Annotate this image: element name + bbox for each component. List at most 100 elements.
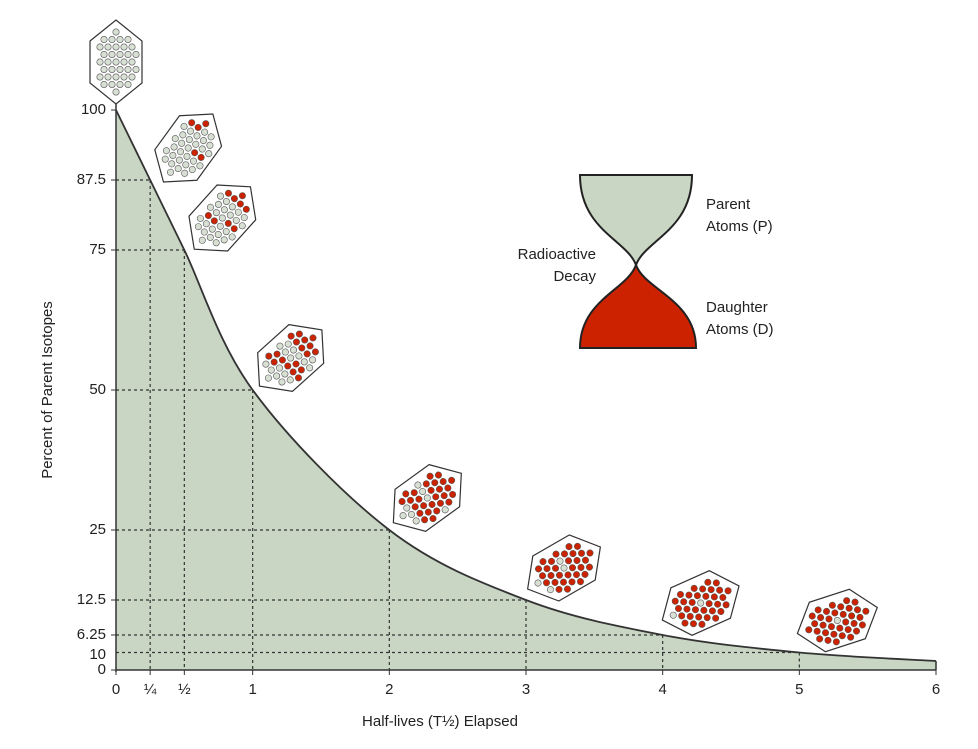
atom xyxy=(543,565,551,573)
atom xyxy=(178,139,186,147)
atom xyxy=(298,344,306,352)
atom xyxy=(216,222,224,230)
hourglass-label: Radioactive xyxy=(518,246,596,263)
atom xyxy=(168,160,176,168)
atom xyxy=(845,604,853,612)
atom xyxy=(848,612,856,620)
atom xyxy=(207,133,215,141)
atom xyxy=(683,605,691,613)
atom xyxy=(552,564,560,572)
atom xyxy=(188,119,196,127)
atom xyxy=(448,476,456,484)
atom xyxy=(262,360,270,368)
atom xyxy=(108,80,116,88)
atom xyxy=(242,205,250,213)
atom xyxy=(200,228,208,236)
hourglass-label: Daughter xyxy=(706,299,768,316)
atom xyxy=(712,579,720,587)
hourglass-top xyxy=(578,174,694,268)
atom xyxy=(410,489,418,497)
x-tick-label: ½ xyxy=(178,681,191,698)
atom xyxy=(128,43,136,51)
atom xyxy=(112,73,120,81)
atom xyxy=(548,557,556,565)
atom xyxy=(698,620,706,628)
atom xyxy=(686,612,694,620)
atom xyxy=(695,613,703,621)
atom xyxy=(406,496,414,504)
atom xyxy=(412,517,420,525)
atom xyxy=(690,584,698,592)
atom xyxy=(196,214,204,222)
atom xyxy=(564,571,572,579)
atom xyxy=(560,578,568,586)
atom xyxy=(581,570,589,578)
atom xyxy=(556,557,564,565)
atom xyxy=(671,597,679,605)
atom xyxy=(180,122,188,130)
atom xyxy=(699,585,707,593)
atom xyxy=(311,348,319,356)
atom xyxy=(297,366,305,374)
atom xyxy=(560,564,568,572)
hourglass-label: Atoms (P) xyxy=(706,218,773,235)
atom xyxy=(222,197,230,205)
atom xyxy=(174,165,182,173)
atom xyxy=(181,169,189,177)
atom xyxy=(228,233,236,241)
atom xyxy=(449,490,457,498)
atom xyxy=(822,629,830,637)
atom xyxy=(565,543,573,551)
y-tick-label: 12.5 xyxy=(77,591,106,608)
atom xyxy=(189,157,197,165)
atom xyxy=(714,600,722,608)
atom xyxy=(108,66,116,74)
atom xyxy=(853,627,861,635)
atom xyxy=(169,151,177,159)
atom xyxy=(232,216,240,224)
atom xyxy=(704,578,712,586)
atom xyxy=(264,374,272,382)
atom xyxy=(832,638,840,646)
x-tick-label: 0 xyxy=(112,681,120,698)
atom xyxy=(828,601,836,609)
atom xyxy=(202,120,210,128)
atom xyxy=(112,28,120,36)
atom xyxy=(716,586,724,594)
atom xyxy=(420,502,428,510)
atom xyxy=(281,370,289,378)
atom xyxy=(218,214,226,222)
atom xyxy=(202,220,210,228)
atom xyxy=(224,189,232,197)
atom xyxy=(422,480,430,488)
x-tick-label: 2 xyxy=(385,681,393,698)
atom xyxy=(220,236,228,244)
atom xyxy=(839,610,847,618)
atom xyxy=(116,35,124,43)
annotation: 10 xyxy=(89,646,106,663)
atom xyxy=(581,556,589,564)
atom xyxy=(301,336,309,344)
atom xyxy=(825,615,833,623)
atom xyxy=(843,597,851,605)
atom xyxy=(289,368,297,376)
atom xyxy=(551,578,559,586)
atom xyxy=(676,590,684,598)
atom xyxy=(853,606,861,614)
atom xyxy=(116,80,124,88)
y-tick-label: 6.25 xyxy=(77,626,106,643)
atom xyxy=(685,591,693,599)
atom xyxy=(416,509,424,517)
atom xyxy=(132,51,140,59)
atom xyxy=(428,500,436,508)
atom xyxy=(234,208,242,216)
atom xyxy=(273,350,281,358)
atom xyxy=(116,66,124,74)
atom-icon xyxy=(154,113,223,183)
atom xyxy=(724,587,732,595)
atom xyxy=(171,135,179,143)
x-tick-label: 4 xyxy=(658,681,666,698)
atom xyxy=(96,43,104,51)
atom xyxy=(568,564,576,572)
atom xyxy=(132,66,140,74)
